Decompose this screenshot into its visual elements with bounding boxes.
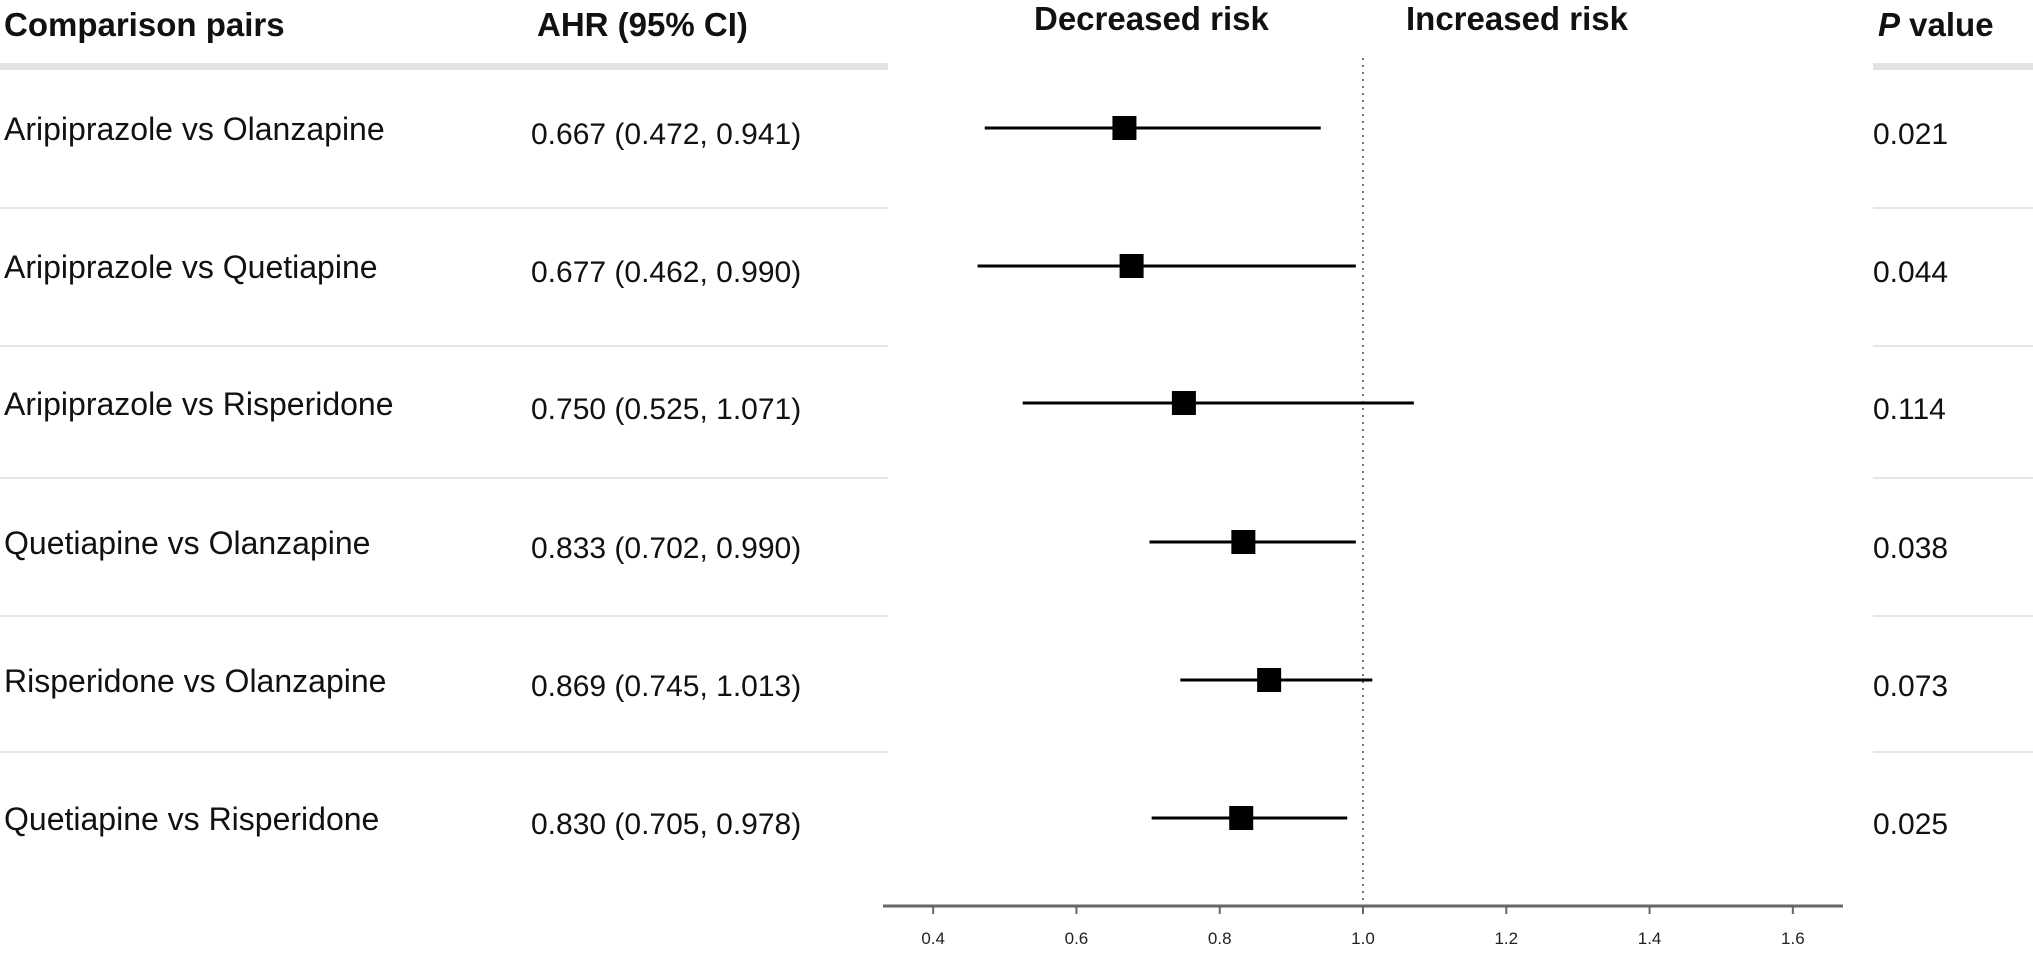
row-label: Aripiprazole vs Olanzapine <box>4 111 385 147</box>
x-tick-label: 1.4 <box>1638 929 1662 948</box>
header-divider-right <box>1873 63 2033 70</box>
x-tick-label: 1.0 <box>1351 929 1375 948</box>
row-label: Quetiapine vs Risperidone <box>4 801 379 837</box>
header-divider-left <box>0 63 888 70</box>
row-label: Quetiapine vs Olanzapine <box>4 525 370 561</box>
row-separators <box>0 207 2033 753</box>
row-p-value: 0.044 <box>1873 256 1948 289</box>
row-ahr-ci: 0.869 (0.745, 1.013) <box>531 670 801 703</box>
row-p-value: 0.114 <box>1873 393 1946 426</box>
point-estimate-marker <box>1112 116 1137 140</box>
x-tick-label: 0.8 <box>1208 929 1232 948</box>
row-label: Aripiprazole vs Risperidone <box>4 386 394 422</box>
point-estimate-marker <box>1257 668 1282 692</box>
point-estimate-marker <box>1171 391 1196 415</box>
ci-marks <box>977 116 1414 830</box>
point-estimate-marker <box>1119 254 1144 278</box>
header-p-rest: value <box>1900 6 1994 43</box>
row-p-value: 0.073 <box>1873 670 1948 703</box>
row-texts: Aripiprazole vs Olanzapine 0.667 (0.472, … <box>4 111 1948 841</box>
row-ahr-ci: 0.833 (0.702, 0.990) <box>531 532 801 565</box>
x-tick-label: 1.6 <box>1781 929 1805 948</box>
row-ahr-ci: 0.677 (0.462, 0.990) <box>531 256 801 289</box>
row-ahr-ci: 0.667 (0.472, 0.941) <box>531 118 801 151</box>
x-tick-label: 0.6 <box>1065 929 1089 948</box>
point-estimate-marker <box>1231 530 1256 554</box>
row-p-value: 0.038 <box>1873 532 1948 565</box>
header-increased-risk: Increased risk <box>1406 0 1629 37</box>
header-ahr: AHR (95% CI) <box>537 6 748 43</box>
header-decreased-risk: Decreased risk <box>1034 0 1269 37</box>
row-ahr-ci: 0.830 (0.705, 0.978) <box>531 808 801 841</box>
header-p-value: P value <box>1878 6 1994 43</box>
x-tick-label: 0.4 <box>921 929 945 948</box>
row-label: Risperidone vs Olanzapine <box>4 663 386 699</box>
x-axis-ticks: 0.4 0.6 0.8 1.0 1.2 1.4 1.6 <box>921 906 1805 948</box>
row-ahr-ci: 0.750 (0.525, 1.071) <box>531 393 801 426</box>
point-estimate-marker <box>1229 806 1254 830</box>
header-p-italic: P <box>1878 6 1901 43</box>
row-p-value: 0.021 <box>1873 118 1948 151</box>
row-p-value: 0.025 <box>1873 808 1948 841</box>
x-tick-label: 1.2 <box>1494 929 1518 948</box>
header-comparison-pairs: Comparison pairs <box>4 6 285 43</box>
row-label: Aripiprazole vs Quetiapine <box>4 249 378 285</box>
